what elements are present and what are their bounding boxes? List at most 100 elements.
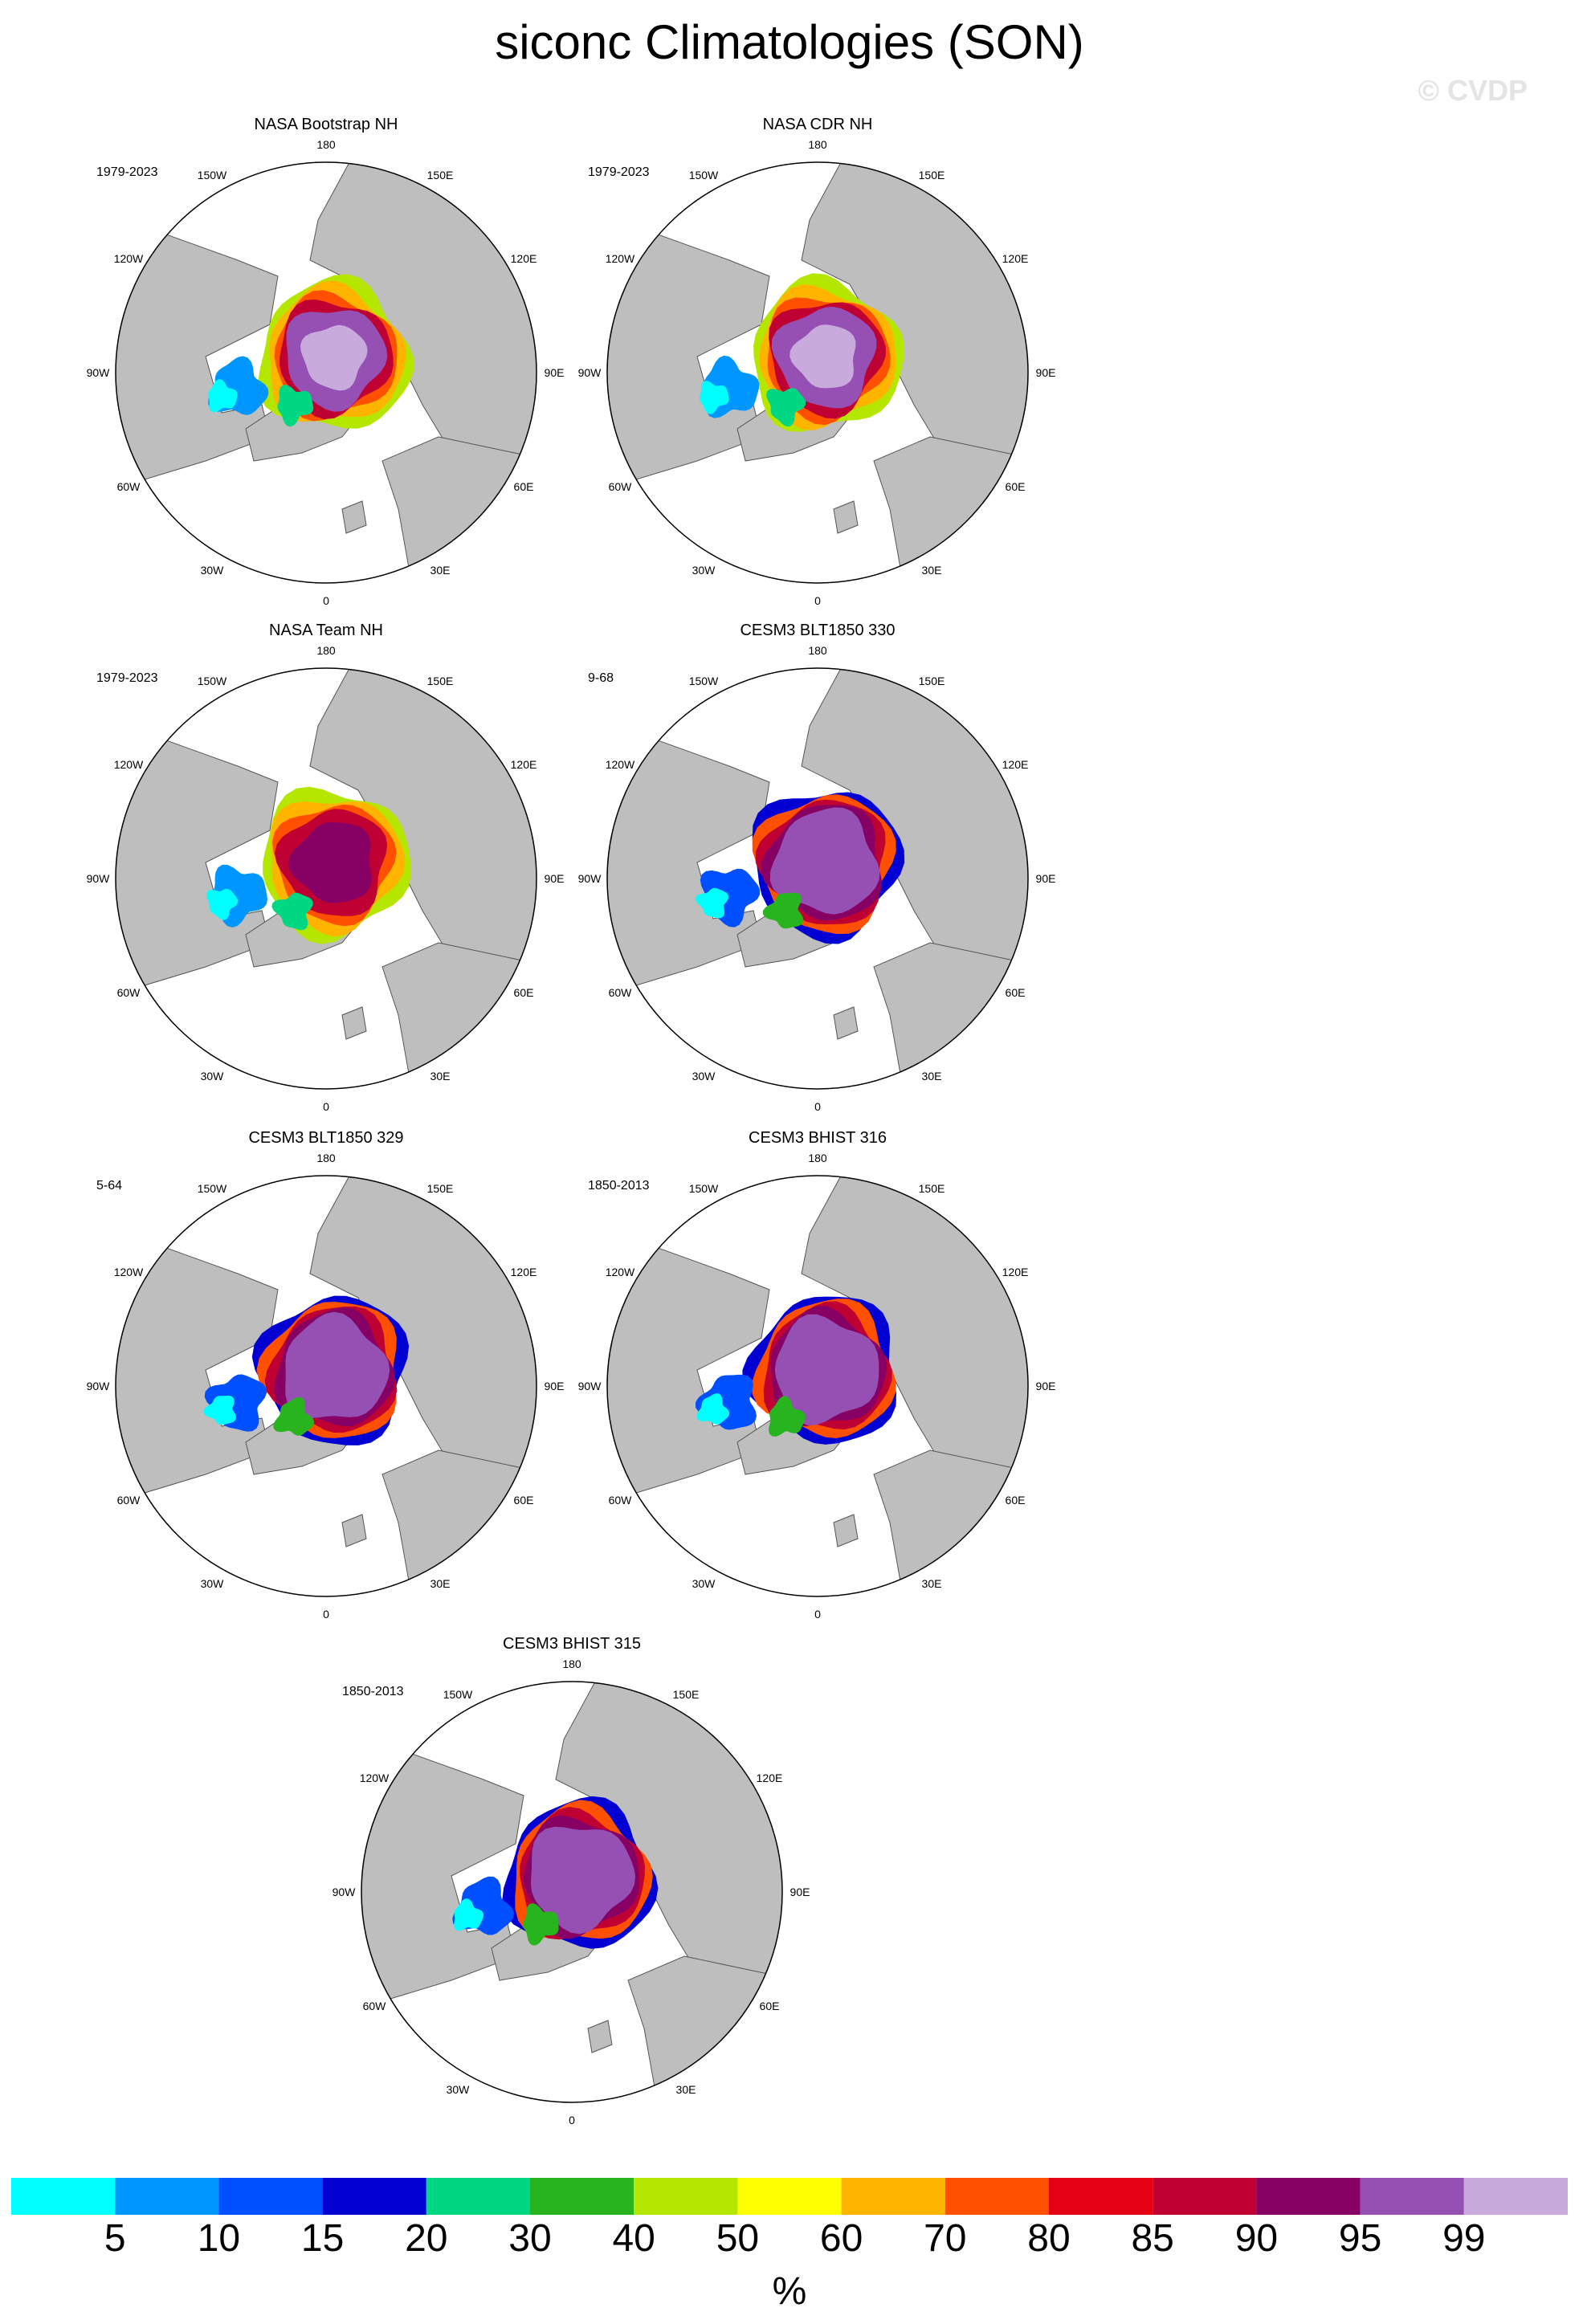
longitude-label: 90W [87, 366, 111, 379]
sea-ice-field [696, 792, 905, 944]
panel-title: CESM3 BLT1850 330 [740, 622, 896, 639]
land-mass [341, 1514, 367, 1547]
colorbar-tick-label: 40 [612, 2217, 655, 2260]
longitude-label: 60E [1006, 1494, 1026, 1507]
ice-contour-band [203, 1395, 236, 1425]
longitude-label: 90W [87, 1380, 111, 1392]
polar-map: 180 150E 120E 90E 60E 30E 0 30W 60W 90W 120W 150W [87, 138, 565, 607]
land-mass [381, 942, 537, 1089]
panel-title: NASA CDR NH [762, 116, 873, 133]
colorbar-swatch [1463, 2178, 1568, 2215]
longitude-label: 120E [757, 1772, 783, 1784]
longitude-label: 120W [114, 758, 144, 771]
longitude-label: 120W [606, 758, 635, 771]
longitude-label: 30E [430, 1070, 451, 1082]
ice-contour-band [774, 1314, 879, 1425]
map-boundary [115, 667, 537, 1090]
colorbar-tick-label: 15 [300, 2217, 345, 2260]
land-mass [381, 436, 537, 583]
longitude-label: 90W [578, 872, 602, 885]
longitude-label: 30W [692, 1577, 716, 1590]
longitude-label: 150W [198, 169, 227, 181]
longitude-label: 120W [606, 1266, 635, 1278]
longitude-label: 60W [609, 986, 633, 999]
longitude-label: 90W [578, 1380, 602, 1392]
longitude-label: 90E [1036, 1380, 1056, 1392]
map-panel: NASA Team NH 1979-2023 180 150E 120E 90E 60E 30… [85, 622, 599, 1113]
panel-years: 1979-2023 [588, 165, 650, 179]
map-boundary [361, 1681, 783, 2103]
land-mass [833, 500, 859, 534]
colorbar-swatch [322, 2178, 426, 2215]
panel-title: CESM3 BLT1850 329 [248, 1129, 404, 1147]
map-boundary [606, 161, 1029, 584]
land-mass [873, 436, 1028, 583]
polar-map: 180 150E 120E 90E 60E 30E 0 30W 60W 90W 120W 150W [578, 138, 1056, 607]
ice-contour-band [454, 1898, 483, 1931]
longitude-label: 0 [323, 594, 329, 607]
longitude-label: 90W [87, 872, 111, 885]
longitude-label: 30E [922, 1577, 942, 1590]
colorbar-swatch [530, 2178, 634, 2215]
ice-contour-band [273, 1397, 314, 1436]
map-panel: CESM3 BHIST 316 1850-2013 180 150E 120E 90E 60… [577, 1129, 1091, 1621]
longitude-label: 60E [1006, 986, 1026, 999]
land-mass [341, 500, 367, 534]
colorbar-swatch [1153, 2178, 1257, 2215]
colorbar-swatch [634, 2178, 738, 2215]
longitude-label: 180 [808, 138, 827, 151]
map-panel: NASA CDR NH 1979-2023 180 150E 120E 90E 60E 30E… [577, 116, 1091, 607]
sea-ice-field [452, 1796, 659, 1949]
longitude-label: 30W [692, 1070, 716, 1082]
colorbar-tick-label: 80 [1027, 2217, 1071, 2260]
ice-contour-band [285, 1311, 390, 1419]
longitude-label: 90W [333, 1886, 357, 1898]
longitude-label: 0 [323, 1608, 329, 1621]
sea-ice-field [208, 274, 414, 429]
longitude-label: 60W [609, 1494, 633, 1507]
land-mass [607, 1223, 770, 1507]
longitude-label: 150E [673, 1688, 700, 1701]
longitude-label: 120W [606, 252, 635, 265]
ice-contour-band [769, 807, 880, 915]
panel-years: 1850-2013 [588, 1179, 650, 1193]
longitude-label: 30E [922, 564, 942, 577]
longitude-label: 0 [323, 1100, 329, 1113]
land-mass [873, 942, 1028, 1089]
longitude-label: 180 [808, 644, 827, 657]
land-mass [607, 716, 770, 1000]
longitude-label: 90E [545, 366, 565, 379]
colorbar-units: % [772, 2270, 807, 2313]
ice-contour-band [769, 1396, 806, 1437]
sea-ice-field [203, 1295, 410, 1445]
panel-title: NASA Bootstrap NH [254, 116, 398, 133]
longitude-label: 90E [545, 872, 565, 885]
longitude-label: 60W [117, 480, 141, 493]
longitude-label: 120W [114, 1266, 144, 1278]
colorbar-tick-label: 5 [104, 2217, 126, 2260]
longitude-label: 90E [545, 1380, 565, 1392]
map-panel: CESM3 BLT1850 330 9-68 180 150E 120E 90E 60E 30… [577, 622, 1091, 1113]
watermark: © CVDP [1418, 74, 1528, 107]
longitude-label: 60W [609, 480, 633, 493]
panel-title: NASA Team NH [269, 622, 383, 639]
longitude-label: 90W [578, 366, 602, 379]
longitude-label: 150E [919, 675, 945, 687]
longitude-label: 150W [443, 1688, 473, 1701]
longitude-label: 60W [117, 1494, 141, 1507]
panel-years: 1850-2013 [342, 1685, 404, 1698]
ice-contour-band [277, 385, 314, 427]
colorbar-swatch [1049, 2178, 1153, 2215]
longitude-label: 120W [360, 1772, 390, 1784]
figure-title: siconc Climatologies (SON) [495, 15, 1084, 69]
longitude-label: 180 [562, 1657, 581, 1670]
ice-contour-band [766, 388, 806, 427]
longitude-label: 120E [511, 1266, 537, 1278]
colorbar-tick-label: 70 [924, 2217, 967, 2260]
ice-contour-band [790, 324, 856, 389]
longitude-label: 30E [430, 564, 451, 577]
colorbar-tick-label: 95 [1338, 2217, 1382, 2260]
colorbar-tick-label: 85 [1131, 2217, 1174, 2260]
sea-ice-field [696, 1296, 896, 1445]
panel-years: 1979-2023 [96, 165, 158, 179]
